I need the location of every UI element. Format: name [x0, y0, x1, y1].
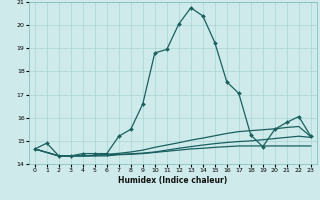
X-axis label: Humidex (Indice chaleur): Humidex (Indice chaleur) [118, 176, 228, 185]
